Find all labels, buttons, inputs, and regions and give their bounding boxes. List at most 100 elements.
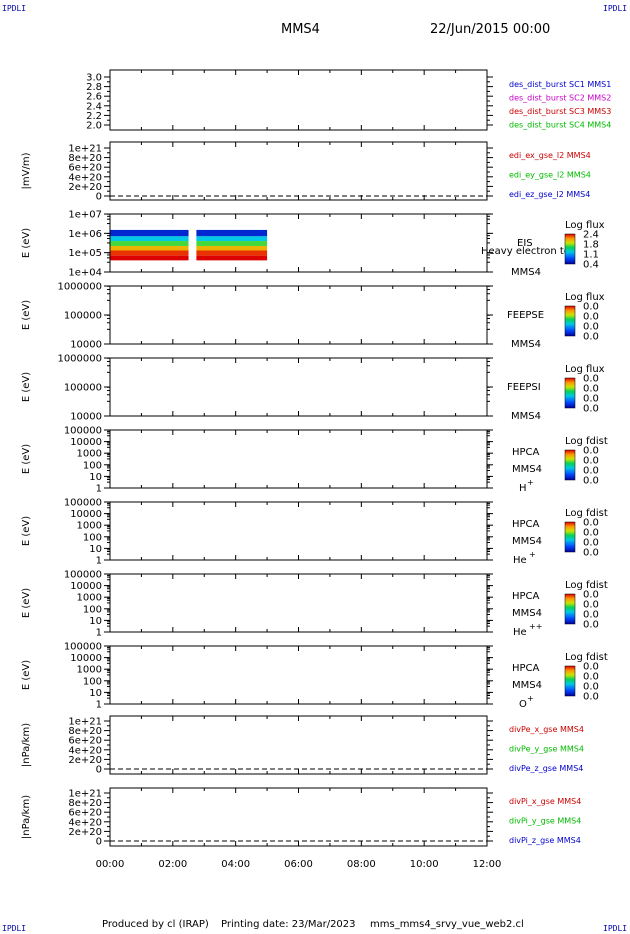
panel-3-ytick-label: 1e+04 [68,268,102,279]
panel-3-spectrogram-cell-1-4 [196,250,268,256]
panel-3-spectrogram-cell-0-3 [110,246,189,251]
datetime-title: 22/Jun/2015 00:00 [430,22,551,37]
panel-8-ytick-label: 1 [96,628,102,639]
panel-6-colorbar [564,449,576,481]
panel-8-spacecraft-label: MMS4 [512,608,542,619]
panel-1-legend-entry: des_dist_burst SC2 MMS2 [509,94,611,103]
panel-9-species-charge: + [527,694,534,703]
panel-2-legend-entry: edi_ez_gse_l2 MMS4 [509,190,590,199]
panel-6-colorbar-title: Log fdist [565,436,608,447]
x-axis-tick-label: 02:00 [158,859,187,870]
panel-5-colorbar-tick: 0.0 [583,384,599,395]
panel-10-ytick-label: 0 [96,765,102,776]
panel-6-ytick-label: 100000 [64,426,102,437]
panel-3-spectrogram-cell-1-0 [196,229,268,237]
panel-11-legend-entry: divPi_x_gse MMS4 [509,797,581,806]
panel-5-ytick-label: 10000 [70,412,102,423]
panel-3-ytick-label: 1e+06 [68,229,102,240]
panel-9-colorbar-tick: 0.0 [583,682,599,693]
panel-9-ytick-label: 1000 [77,665,102,676]
panel-8-colorbar-tick: 0.0 [583,610,599,621]
panel-4-ytick-label: 10000 [70,340,102,351]
panel-3-colorbar-tick: 1.1 [583,250,599,261]
x-axis-tick-label: 10:00 [410,859,439,870]
panel-9-colorbar-tick: 0.0 [583,672,599,683]
panel-1-ytick-label: 3.0 [86,73,102,84]
x-axis-tick-label: 06:00 [284,859,313,870]
panel-8-instrument-label: HPCA [512,591,540,602]
panel-9-frame [109,645,488,705]
panel-5-ytick-label: 1000000 [57,354,102,365]
panel-9-spacecraft-label: MMS4 [512,680,542,691]
panel-9-species-label: O [519,699,527,710]
panel-8-colorbar-tick: 0.0 [583,620,599,631]
panel-7-colorbar-title: Log fdist [565,508,608,519]
panel-3-spectrogram-cell-0-5 [110,255,189,261]
panel-4-colorbar-tick: 0.0 [583,332,599,343]
panel-9-colorbar-tick: 0.0 [583,662,599,673]
panel-11-ytick-label: 2e+20 [68,827,102,838]
panel-7-species-charge: + [529,550,536,559]
panel-8-ytick-label: 100000 [64,570,102,581]
panel-8-ytick-label: 100 [83,604,102,615]
panel-5-instrument-label: FEEPSI [507,382,541,393]
panel-6-species-label: H [519,483,527,494]
panel-3-ylabel: E (eV) [21,228,32,258]
panel-6-frame [109,429,488,489]
panel-7-spacecraft-label: MMS4 [512,536,542,547]
panel-7-ytick-label: 100000 [64,498,102,509]
x-axis-tick-label: 00:00 [96,859,125,870]
panel-4-colorbar [564,305,576,337]
panel-10-legend-entry: divPe_z_gse MMS4 [509,764,583,773]
panel-2-legend-entry: edi_ey_gse_l2 MMS4 [509,171,591,180]
panel-3-colorbar-title: Log flux [565,220,605,231]
panel-4-frame [109,285,488,345]
panel-2-legend-entry: edi_ex_gse_l2 MMS4 [509,151,591,160]
panel-4-ytick-label: 1000000 [57,282,102,293]
panel-9-ytick-label: 10000 [70,653,102,664]
panel-7-ytick-label: 1000 [77,521,102,532]
panel-4-colorbar-title: Log flux [565,292,605,303]
panel-10-ylabel: |nPa/km) [21,723,32,767]
panel-1-legend-entry: des_dist_burst SC3 MMS3 [509,107,611,116]
panel-7-ytick-label: 10000 [70,509,102,520]
panel-4-ylabel: E (eV) [21,300,32,330]
panel-2-ylabel: |mV/m) [21,152,32,189]
panel-3-product-label: Heavy electron tof [481,246,574,257]
panel-7-colorbar-tick: 0.0 [583,548,599,559]
panel-11-ytick-label: 6e+20 [68,808,102,819]
panel-10-frame [109,715,488,775]
panel-6-ytick-label: 1 [96,484,102,495]
panel-8-ytick-label: 1000 [77,593,102,604]
panel-7-frame [109,501,488,561]
panel-3-instrument-label: EIS [517,238,533,249]
panel-7-ytick-label: 10 [89,544,102,555]
panel-9-ytick-label: 100 [83,676,102,687]
panel-8-ytick-label: 10000 [70,581,102,592]
panel-3-ytick-label: 1e+05 [68,248,102,259]
panel-1-frame [109,69,488,131]
panel-7-colorbar [564,521,576,553]
footer-produced-by: Produced by cl (IRAP) [102,919,209,930]
panel-11-ytick-label: 1e+21 [68,789,102,800]
panel-1-ytick-label: 2.0 [86,121,102,132]
panel-3-spectrogram-cell-0-4 [110,250,189,256]
panel-6-ytick-label: 100 [83,460,102,471]
panel-8-species-label: He [513,627,527,638]
panel-5-ytick-label: 100000 [64,383,102,394]
panel-11-legend-entry: divPi_y_gse MMS4 [509,817,581,826]
corner-label-bottom-right: IPDLI [603,924,628,933]
panel-8-colorbar-tick: 0.0 [583,600,599,611]
panel-9-ylabel: E (eV) [21,660,32,690]
panel-2-ytick-label: 1e+21 [68,144,102,155]
panel-7-ylabel: E (eV) [21,516,32,546]
panel-3-ytick-label: 1e+07 [68,210,102,221]
panel-2-ytick-label: 2e+20 [68,182,102,193]
panel-8-colorbar-tick: 0.0 [583,590,599,601]
panel-6-spacecraft-label: MMS4 [512,464,542,475]
footer-printing-date: Printing date: 23/Mar/2023 [221,919,356,930]
panel-7-ytick-label: 1 [96,556,102,567]
panel-1-legend-entry: des_dist_burst SC4 MMS4 [509,121,611,130]
panel-11-frame [109,787,488,847]
